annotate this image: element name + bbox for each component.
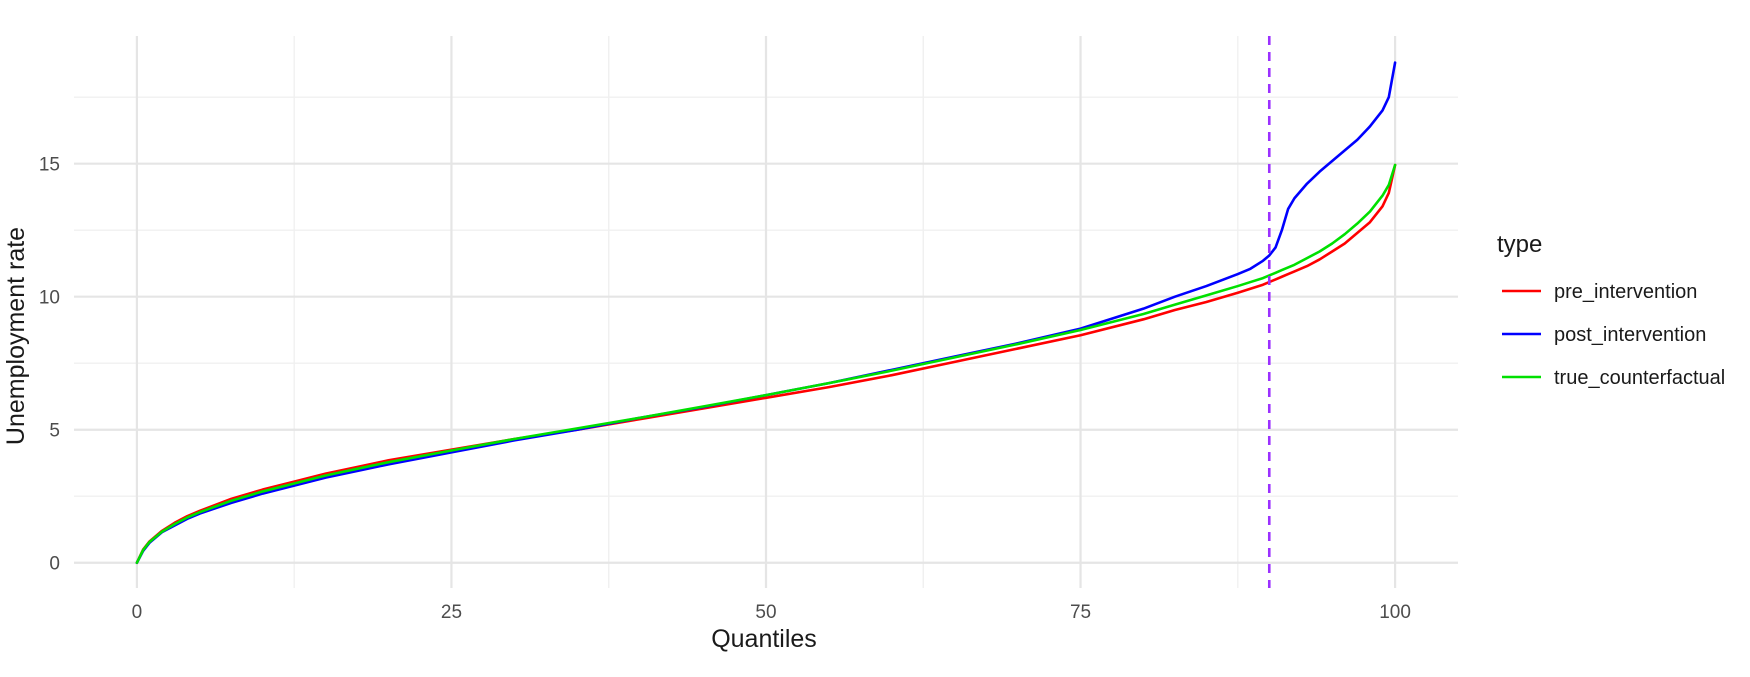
series-line-true-counterfactual: [135, 163, 1397, 565]
legend-items: pre_intervention post_intervention true_co…: [1502, 281, 1725, 389]
y-tick-label: 5: [49, 421, 60, 442]
x-tick-label: 75: [1070, 602, 1091, 623]
y-tick-label: 10: [39, 288, 60, 309]
x-axis-title: Quantiles: [711, 625, 817, 653]
legend-item: post_intervention: [1502, 324, 1706, 346]
y-tick-label: 0: [49, 554, 60, 575]
legend-label: true_counterfactual: [1554, 367, 1725, 389]
legend-title: type: [1497, 231, 1542, 258]
x-tick-label: 50: [755, 602, 776, 623]
y-tick-labels: 0 5 10 15: [39, 155, 60, 575]
series-line-pre-intervention: [135, 163, 1397, 565]
x-tick-label: 0: [132, 602, 143, 623]
y-axis-title: Unemployment rate: [2, 227, 30, 445]
x-tick-label: 100: [1379, 602, 1411, 623]
grid: [74, 36, 1458, 588]
series-lines: [135, 61, 1397, 565]
legend: type pre_intervention post_interventiontr…: [1497, 231, 1725, 389]
x-tick-label: 25: [441, 602, 462, 623]
legend-item: true_counterfactual: [1502, 367, 1725, 389]
legend-label: post_intervention: [1554, 324, 1706, 346]
legend-label: pre_intervention: [1554, 281, 1697, 303]
legend-item: pre_intervention: [1502, 281, 1697, 303]
x-tick-labels: 0 25 50 75 100: [132, 602, 1411, 623]
y-tick-label: 15: [39, 155, 60, 176]
